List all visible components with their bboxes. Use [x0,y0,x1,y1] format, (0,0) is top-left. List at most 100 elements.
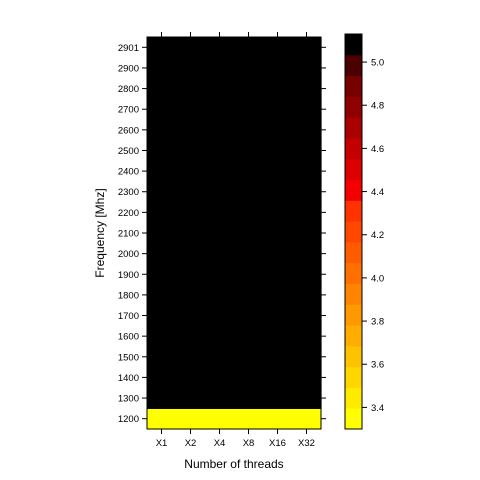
heatmap-cell [176,284,206,306]
heatmap-cell [176,119,206,141]
heatmap-cell [176,202,206,224]
heatmap-cell [234,140,264,162]
heatmap-cell [234,202,264,224]
heatmap-cell [176,346,206,368]
heatmap-cell [147,119,177,141]
colorbar-bin [345,54,362,77]
heatmap-cell [292,243,322,265]
heatmap-cell [205,202,235,224]
y-tick-label: 2700 [118,105,139,116]
heatmap-cell [176,98,206,121]
heatmap-cell [176,37,206,59]
heatmap-cell [205,346,235,368]
heatmap-cell [205,222,235,244]
colorbar-bin [345,408,362,430]
heatmap-cell [147,408,177,430]
y-tick-label: 2400 [118,167,139,178]
colorbar-bin [345,179,362,201]
y-tick-label: 1900 [118,270,139,281]
heatmap-cell [147,284,177,306]
colorbar-tick-label: 4.8 [371,101,384,112]
heatmap-cell [234,284,264,306]
heatmap-cell [176,57,206,79]
heatmap-cell [176,263,206,286]
heatmap-cell [205,78,235,100]
heatmap-cell [263,325,293,348]
colorbar-bin [345,241,362,264]
heatmap-cell [147,202,177,224]
heatmap-cell [234,243,264,265]
colorbar-tick-label: 4.4 [371,187,384,198]
heatmap-cell [234,37,264,59]
heatmap-cell [147,160,177,183]
heatmap-cell [263,202,293,224]
heatmap-cell [234,408,264,430]
heatmap-cell [147,98,177,121]
heatmap-cell [205,119,235,141]
heatmap-cell [263,222,293,244]
y-tick-label: 1400 [118,373,139,384]
colorbar-tick-label: 3.4 [371,403,384,414]
x-tick-label: X4 [214,438,226,449]
heatmap-cell [292,222,322,244]
heatmap-cell [234,160,264,183]
heatmap-cell [205,57,235,79]
heatmap-cell [263,37,293,59]
heatmap-cell [263,284,293,306]
heatmap-cells [147,37,322,430]
heatmap-cell [147,222,177,244]
heatmap-cell [147,305,177,327]
heatmap-cell [292,37,322,59]
heatmap-cell [263,367,293,389]
heatmap-cell [176,325,206,348]
y-tick-label: 1600 [118,332,139,343]
heatmap-cell [263,305,293,327]
heatmap-cell [147,140,177,162]
colorbar-bin [345,200,362,222]
y-tick-label: 2900 [118,63,139,74]
x-tick-label: X8 [243,438,255,449]
heatmap-cell [147,37,177,59]
heatmap-cell [205,284,235,306]
heatmap-cell [205,37,235,59]
heatmap-cell [292,408,322,430]
heatmap-cell [205,367,235,389]
colorbar-bin [345,117,362,139]
heatmap-cell [176,222,206,244]
heatmap-cell [292,202,322,224]
colorbar-frame [344,33,363,430]
heatmap-cell [205,98,235,121]
heatmap-cell [263,57,293,79]
colorbar-tick-label: 4.6 [371,144,384,155]
y-tick-label: 2000 [118,249,139,260]
y-tick-label: 1800 [118,290,139,301]
y-tick-label: 2600 [118,125,139,136]
heatmap-cell [234,346,264,368]
y-tick-label: 2800 [118,84,139,95]
heatmap-cell [234,305,264,327]
heatmap-cell [292,78,322,100]
y-tick-label: 2901 [118,43,139,54]
heatmap-cell [292,284,322,306]
x-tick-label: X16 [269,438,286,449]
heatmap-cell [234,57,264,79]
heatmap-cell [234,119,264,141]
heatmap-cell [234,263,264,286]
heatmap-cell [263,263,293,286]
y-axis-label: Frequency [Mhz] [93,188,107,277]
heatmap-cell [176,305,206,327]
heatmap-cell [292,346,322,368]
heatmap-cell [176,140,206,162]
colorbar-bin [345,221,362,243]
y-tick-label: 1500 [118,352,139,363]
colorbar-tick-label: 4.0 [371,273,384,284]
heatmap-cell [176,181,206,203]
y-tick-label: 1300 [118,394,139,405]
heatmap-cell [263,140,293,162]
colorbar: 3.4 3.6 3.8 4.0 4.2 4.4 4.6 4.8 5.0 [344,33,384,430]
y-tick-label: 2500 [118,146,139,157]
heatmap-cell [147,181,177,203]
heatmap-cell [292,387,322,409]
heatmap-cell [292,160,322,183]
